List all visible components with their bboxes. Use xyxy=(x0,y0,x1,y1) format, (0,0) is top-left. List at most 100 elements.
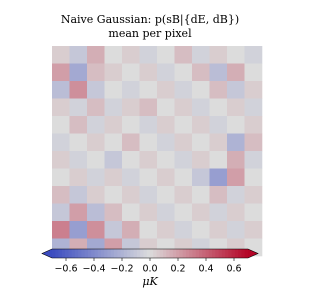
heatmap-cell xyxy=(122,81,140,99)
heatmap-cell xyxy=(139,186,158,204)
colorbar-tick-label: −0.4 xyxy=(82,264,105,275)
colorbar-segment xyxy=(212,249,216,258)
heatmap-cell xyxy=(69,63,88,82)
colorbar-extend-low xyxy=(42,249,52,258)
colorbar-segment xyxy=(166,249,170,258)
heatmap-cell xyxy=(192,151,210,169)
heatmap-cell xyxy=(104,133,123,152)
heatmap-cell xyxy=(209,133,228,152)
heatmap-cell xyxy=(209,81,228,99)
heatmap-cell xyxy=(192,63,210,82)
heatmap-cell xyxy=(122,116,140,134)
colorbar-segment xyxy=(120,249,125,258)
heatmap-cell xyxy=(227,133,245,152)
heatmap-cell xyxy=(104,203,123,222)
heatmap-cell xyxy=(209,98,228,117)
heatmap-cell xyxy=(52,46,70,64)
heatmap-cell xyxy=(174,98,193,117)
heatmap-cell xyxy=(227,151,245,169)
heatmap-cell xyxy=(192,168,210,187)
heatmap-cell xyxy=(122,203,140,222)
colorbar-segment xyxy=(74,249,79,258)
colorbar-tick-label: −0.2 xyxy=(110,264,133,275)
colorbar-segment xyxy=(238,249,242,258)
heatmap-cell xyxy=(157,186,175,204)
heatmap-cell xyxy=(157,133,175,152)
heatmap-cell xyxy=(122,133,140,152)
heatmap-cell xyxy=(52,133,70,152)
colorbar-segment xyxy=(185,249,190,258)
heatmap-cell xyxy=(87,203,105,222)
heatmap-cell xyxy=(122,151,140,169)
heatmap-cell xyxy=(192,81,210,99)
heatmap-cell xyxy=(192,116,210,134)
heatmap-cell xyxy=(244,63,263,82)
heatmap-cell xyxy=(69,151,88,169)
heatmap-cell xyxy=(122,98,140,117)
heatmap-cell xyxy=(227,46,245,64)
heatmap-cell xyxy=(192,221,210,239)
heatmap-cell xyxy=(139,81,158,99)
heatmap-cell xyxy=(104,186,123,204)
heatmap-cell xyxy=(157,221,175,239)
heatmap-cell xyxy=(157,151,175,169)
colorbar-segment xyxy=(87,249,92,258)
colorbar-segment xyxy=(81,249,86,258)
colorbar-segment xyxy=(97,249,102,258)
heatmap-cell xyxy=(209,116,228,134)
heatmap-cell xyxy=(52,116,70,134)
heatmap-cell xyxy=(227,116,245,134)
heatmap-cell xyxy=(52,221,70,239)
heatmap-cell xyxy=(87,46,105,64)
heatmap-cell xyxy=(122,63,140,82)
heatmap-cell xyxy=(87,81,105,99)
heatmap-cell xyxy=(209,203,228,222)
colorbar-segment xyxy=(218,249,223,258)
chart-title: Naive Gaussian: p(sB|{dE, dB}) xyxy=(61,13,239,27)
colorbar-segment xyxy=(130,249,135,258)
colorbar-segment xyxy=(176,249,180,258)
colorbar-segment xyxy=(172,249,177,258)
heatmap-cell xyxy=(69,133,88,152)
heatmap-cell xyxy=(244,203,263,222)
heatmap-cell xyxy=(174,63,193,82)
heatmap-cell xyxy=(227,63,245,82)
colorbar-segment xyxy=(179,249,184,258)
heatmap-cell xyxy=(209,168,228,187)
heatmap-cell xyxy=(104,46,123,64)
heatmap-cell xyxy=(87,63,105,82)
heatmap-cell xyxy=(227,221,245,239)
heatmap-cell xyxy=(139,63,158,82)
colorbar-segment xyxy=(114,249,118,258)
heatmap-cell xyxy=(227,168,245,187)
colorbar-segment xyxy=(228,249,233,258)
colorbar-segment xyxy=(244,249,249,258)
colorbar-segment xyxy=(234,249,239,258)
heatmap-cell xyxy=(69,81,88,99)
heatmap-cell xyxy=(157,168,175,187)
heatmap-cell xyxy=(244,133,263,152)
heatmap-cell xyxy=(157,63,175,82)
colorbar-segment xyxy=(208,249,213,258)
heatmap-cell xyxy=(174,221,193,239)
colorbar-segment xyxy=(94,249,99,258)
heatmap-cell xyxy=(104,98,123,117)
colorbar-segment xyxy=(241,249,246,258)
colorbar-segment xyxy=(182,249,187,258)
heatmap-cell xyxy=(192,46,210,64)
colorbar-segment xyxy=(101,249,105,258)
colorbar-segment xyxy=(150,249,154,258)
heatmap-cell xyxy=(52,81,70,99)
colorbar-tick-label: 0.2 xyxy=(170,264,185,275)
heatmap-cell xyxy=(174,81,193,99)
heatmap-cell xyxy=(227,98,245,117)
heatmap-cell xyxy=(139,151,158,169)
colorbar-segment xyxy=(61,249,66,258)
heatmap-cell xyxy=(87,168,105,187)
heatmap-cell xyxy=(139,203,158,222)
heatmap-cell xyxy=(104,116,123,134)
heatmap-cell xyxy=(52,203,70,222)
heatmap-cell xyxy=(104,151,123,169)
colorbar-segment xyxy=(221,249,226,258)
colorbar-segment xyxy=(163,249,167,258)
